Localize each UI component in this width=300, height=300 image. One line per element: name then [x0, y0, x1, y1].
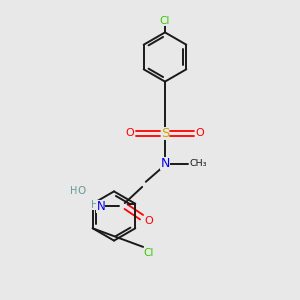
Text: N: N [96, 200, 105, 213]
Text: H: H [91, 200, 98, 210]
Text: Cl: Cl [160, 16, 170, 26]
Text: CH₃: CH₃ [189, 159, 207, 168]
Text: H: H [70, 185, 77, 196]
Text: O: O [125, 128, 134, 139]
Text: Cl: Cl [143, 248, 154, 259]
Text: S: S [161, 127, 169, 140]
Text: N: N [160, 157, 170, 170]
Text: O: O [77, 186, 86, 197]
Text: O: O [196, 128, 205, 139]
Text: O: O [144, 215, 153, 226]
